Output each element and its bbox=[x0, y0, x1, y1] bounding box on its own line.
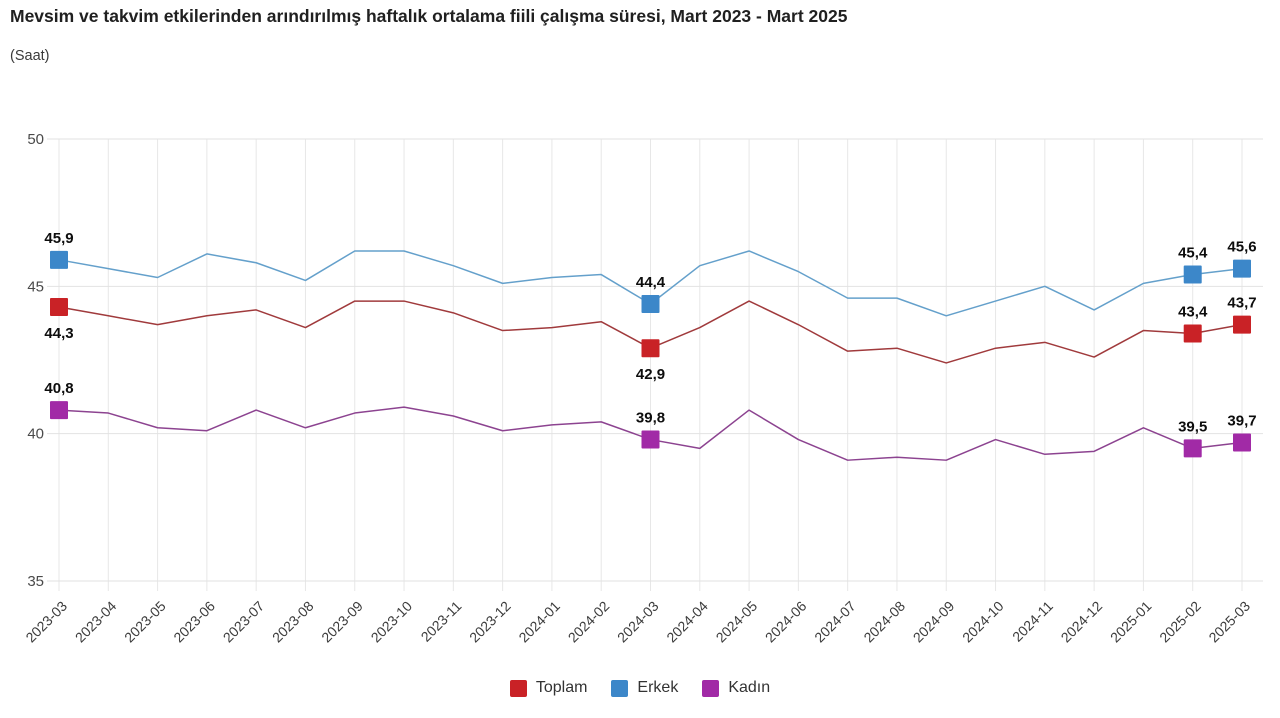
data-point-marker-toplam bbox=[641, 339, 660, 358]
y-axis-tick-label: 40 bbox=[27, 426, 44, 443]
x-axis-tick-label: 2024-06 bbox=[762, 598, 810, 646]
x-axis-tick-label: 2023-07 bbox=[220, 598, 268, 646]
data-point-marker-erkek bbox=[1183, 265, 1202, 284]
x-axis-tick-label: 2024-03 bbox=[614, 598, 662, 646]
x-axis-tick-label: 2023-06 bbox=[170, 598, 218, 646]
data-point-marker-kadın bbox=[50, 401, 68, 420]
data-point-marker-toplam bbox=[50, 297, 68, 316]
data-point-label-erkek: 44,4 bbox=[636, 274, 666, 291]
data-point-marker-erkek bbox=[1233, 259, 1251, 278]
legend-item-kadin[interactable]: Kadın bbox=[702, 679, 770, 697]
x-axis-tick-label: 2023-05 bbox=[121, 598, 169, 646]
x-axis-tick-label: 2023-09 bbox=[318, 598, 366, 646]
data-point-marker-kadın bbox=[1183, 439, 1202, 458]
x-axis-tick-label: 2024-08 bbox=[860, 598, 908, 646]
legend-item-erkek[interactable]: Erkek bbox=[611, 679, 678, 697]
x-axis-tick-label: 2024-10 bbox=[959, 598, 1007, 646]
x-axis-tick-label: 2023-11 bbox=[418, 598, 465, 645]
chart-title: Mevsim ve takvim etkilerinden arındırılm… bbox=[10, 6, 848, 26]
data-point-label-kadın: 39,7 bbox=[1227, 413, 1256, 430]
x-axis-tick-label: 2025-02 bbox=[1156, 598, 1204, 646]
data-point-marker-toplam bbox=[1233, 315, 1251, 334]
x-axis-tick-label: 2024-09 bbox=[910, 598, 958, 646]
data-point-label-toplam: 43,7 bbox=[1227, 295, 1256, 312]
x-axis-tick-label: 2023-03 bbox=[22, 598, 70, 646]
x-axis-tick-label: 2024-07 bbox=[811, 598, 859, 646]
data-point-label-erkek: 45,6 bbox=[1227, 239, 1256, 256]
data-point-label-kadın: 39,5 bbox=[1178, 418, 1207, 435]
x-axis-tick-label: 2023-12 bbox=[466, 598, 514, 646]
legend-swatch-erkek bbox=[611, 679, 629, 697]
data-point-marker-kadın bbox=[1233, 433, 1251, 452]
y-axis-tick-label: 50 bbox=[27, 131, 44, 148]
legend-swatch-toplam bbox=[509, 679, 527, 697]
y-axis-tick-label: 35 bbox=[27, 573, 44, 590]
data-point-label-kadın: 39,8 bbox=[636, 410, 665, 427]
data-point-label-erkek: 45,4 bbox=[1178, 245, 1208, 262]
y-axis-tick-label: 45 bbox=[27, 278, 44, 295]
data-point-label-toplam: 44,3 bbox=[44, 325, 73, 342]
x-axis-tick-label: 2024-11 bbox=[1009, 598, 1056, 645]
x-axis-tick-label: 2024-02 bbox=[565, 598, 613, 646]
data-point-label-toplam: 43,4 bbox=[1178, 303, 1208, 320]
chart-subtitle: (Saat) bbox=[10, 48, 50, 64]
x-axis-tick-label: 2025-01 bbox=[1107, 598, 1155, 646]
x-axis-tick-label: 2024-05 bbox=[713, 598, 761, 646]
legend-label-toplam: Toplam bbox=[535, 679, 588, 696]
data-point-label-erkek: 45,9 bbox=[44, 230, 73, 247]
data-point-label-toplam: 42,9 bbox=[636, 366, 665, 383]
x-axis-tick-label: 2023-10 bbox=[368, 598, 416, 646]
x-axis-tick-label: 2024-04 bbox=[663, 598, 711, 646]
chart-legend: Toplam Erkek Kadın bbox=[0, 679, 1280, 697]
data-point-marker-erkek bbox=[50, 250, 68, 269]
data-point-marker-kadın bbox=[641, 430, 660, 449]
data-point-marker-toplam bbox=[1183, 324, 1202, 343]
legend-swatch-kadin bbox=[702, 679, 720, 697]
x-axis-tick-label: 2023-04 bbox=[72, 598, 120, 646]
x-axis-tick-label: 2024-01 bbox=[515, 598, 563, 646]
legend-label-kadin: Kadın bbox=[728, 679, 771, 696]
legend-item-toplam[interactable]: Toplam bbox=[509, 679, 588, 697]
legend-label-erkek: Erkek bbox=[637, 679, 679, 696]
data-point-marker-erkek bbox=[641, 295, 660, 314]
x-axis-tick-label: 2023-08 bbox=[269, 598, 317, 646]
x-axis-tick-label: 2025-03 bbox=[1205, 598, 1253, 646]
x-axis-tick-label: 2024-12 bbox=[1058, 598, 1106, 646]
data-point-label-kadın: 40,8 bbox=[44, 380, 73, 397]
